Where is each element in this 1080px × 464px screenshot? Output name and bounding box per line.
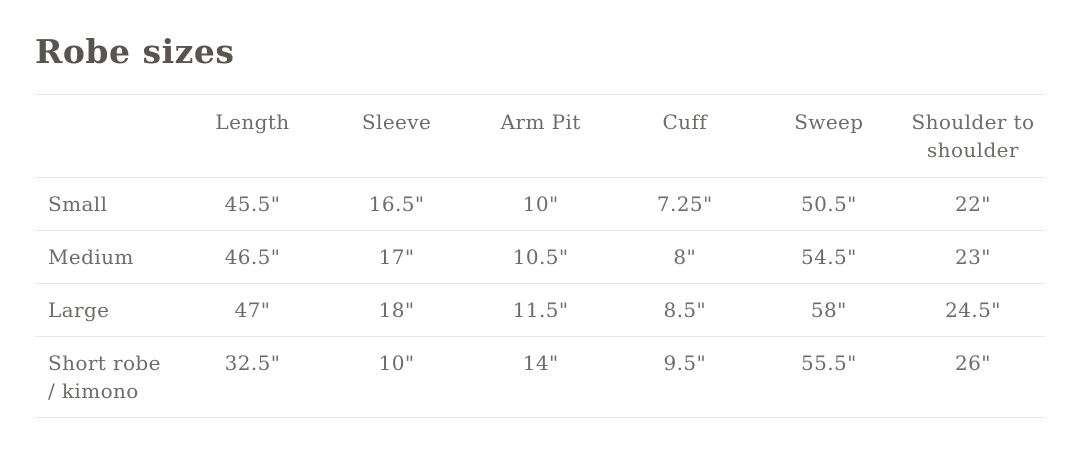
cell-shoulder: 24.5" xyxy=(900,283,1045,337)
row-label: Short robe / kimono xyxy=(35,336,181,418)
header-cell-sweep: Sweep xyxy=(756,94,901,178)
cell-sweep: 54.5" xyxy=(756,230,901,284)
cell-cuff: 8.5" xyxy=(612,283,757,337)
cell-length: 45.5" xyxy=(180,177,325,231)
page-title: Robe sizes xyxy=(35,32,235,71)
cell-shoulder: 26" xyxy=(900,336,1045,418)
header-row: Length Sleeve Arm Pit Cuff Sweep Shoulde… xyxy=(35,94,1045,178)
table-header: Length Sleeve Arm Pit Cuff Sweep Shoulde… xyxy=(35,94,1045,178)
content-container: Robe sizes Length Sleeve Arm Pit Cuff Sw… xyxy=(35,0,1045,418)
cell-arm-pit: 10" xyxy=(468,177,613,231)
cell-length: 32.5" xyxy=(180,336,325,418)
cell-arm-pit: 14" xyxy=(468,336,613,418)
cell-sleeve: 18" xyxy=(324,283,469,337)
header-cell-cuff: Cuff xyxy=(612,94,757,178)
table-row-short-robe-kimono: Short robe / kimono 32.5" 10" 14" 9.5" 5… xyxy=(35,336,1045,418)
cell-cuff: 9.5" xyxy=(612,336,757,418)
robe-sizes-table: Length Sleeve Arm Pit Cuff Sweep Shoulde… xyxy=(35,94,1045,418)
cell-sleeve: 16.5" xyxy=(324,177,469,231)
header-cell-sleeve: Sleeve xyxy=(324,94,469,178)
cell-sweep: 50.5" xyxy=(756,177,901,231)
row-label: Medium xyxy=(35,230,181,284)
cell-length: 47" xyxy=(180,283,325,337)
cell-length: 46.5" xyxy=(180,230,325,284)
table-body: Small 45.5" 16.5" 10" 7.25" 50.5" 22" Me… xyxy=(35,177,1045,418)
cell-arm-pit: 10.5" xyxy=(468,230,613,284)
cell-arm-pit: 11.5" xyxy=(468,283,613,337)
cell-cuff: 8" xyxy=(612,230,757,284)
cell-shoulder: 23" xyxy=(900,230,1045,284)
cell-shoulder: 22" xyxy=(900,177,1045,231)
table-row-large: Large 47" 18" 11.5" 8.5" 58" 24.5" xyxy=(35,283,1045,337)
cell-sweep: 58" xyxy=(756,283,901,337)
cell-sleeve: 17" xyxy=(324,230,469,284)
table-row-medium: Medium 46.5" 17" 10.5" 8" 54.5" 23" xyxy=(35,230,1045,284)
cell-sweep: 55.5" xyxy=(756,336,901,418)
cell-cuff: 7.25" xyxy=(612,177,757,231)
header-cell-shoulder: Shoulder to shoulder xyxy=(900,94,1045,178)
header-cell-length: Length xyxy=(180,94,325,178)
header-cell-empty xyxy=(35,94,181,178)
table-row-small: Small 45.5" 16.5" 10" 7.25" 50.5" 22" xyxy=(35,177,1045,231)
row-label: Large xyxy=(35,283,181,337)
row-label: Small xyxy=(35,177,181,231)
cell-sleeve: 10" xyxy=(324,336,469,418)
header-cell-arm-pit: Arm Pit xyxy=(468,94,613,178)
